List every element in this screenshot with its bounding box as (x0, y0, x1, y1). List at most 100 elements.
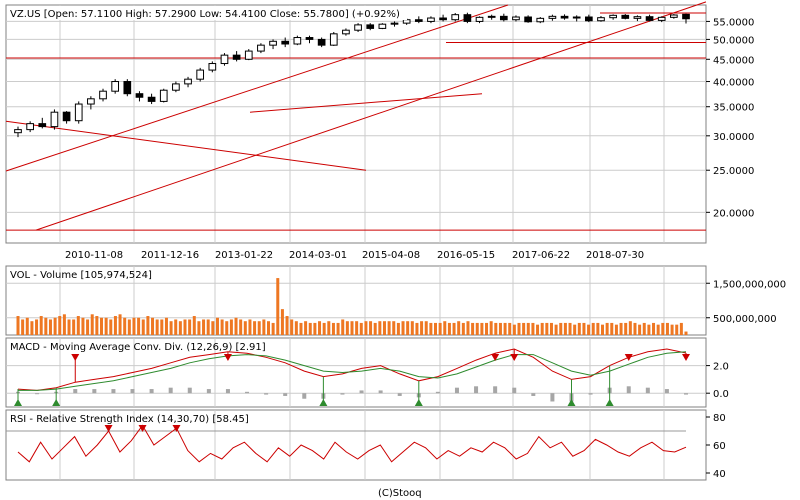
volume-bar (155, 319, 159, 335)
volume-bar (313, 322, 317, 335)
volume-bar (591, 322, 595, 335)
volume-bar (392, 321, 396, 335)
macd-histogram-bar (474, 386, 479, 394)
candle-body (50, 111, 59, 128)
macd-histogram-bar (378, 390, 383, 394)
volume-bar (642, 322, 646, 335)
volume-header: VOL - Volume [105,974,524] (10, 270, 152, 281)
candle-body (597, 17, 605, 22)
candle-body (269, 40, 277, 46)
volume-bar (563, 322, 567, 335)
rsi-overbought-arrow (138, 425, 147, 432)
volume-bar (95, 316, 99, 335)
candle-body (670, 14, 678, 18)
price-trendlines (5, 1, 707, 231)
macd-histogram-bar (73, 389, 78, 394)
candle-body (317, 38, 326, 46)
volume-bar (559, 322, 563, 335)
macd-histogram-bar (531, 393, 536, 396)
volume-bar (517, 322, 521, 335)
volume-bar (118, 314, 122, 335)
candle-body (220, 54, 229, 65)
candle-body (366, 24, 375, 29)
volume-bar (146, 316, 150, 335)
macd-histogram-bar (245, 391, 250, 394)
candle-body (378, 23, 387, 29)
macd-buy-arrow (605, 399, 614, 406)
candle-body (572, 16, 581, 19)
macd-histogram-bar (283, 393, 288, 396)
macd-histogram-bar (206, 389, 211, 394)
volume-bar (225, 321, 229, 335)
macd-lines (17, 348, 687, 391)
volume-y-tick-labels: 1,500,000,000 500,000,000 (706, 279, 786, 325)
volume-bar (434, 322, 437, 335)
macd-histogram-bar (92, 389, 97, 394)
price-x-tick-label: 2014-03-01 (289, 250, 347, 261)
volume-bar (387, 321, 391, 335)
rsi-panel: 80 60 40 RSI - Relative Strength Index (14… (5, 409, 726, 481)
volume-bar (670, 324, 674, 335)
volume-bar (679, 322, 683, 335)
price-x-tick-label: 2018-07-30 (586, 250, 644, 261)
volume-bar (257, 321, 261, 335)
volume-bar (21, 319, 25, 335)
volume-bar (58, 316, 62, 335)
volume-bar (327, 321, 331, 335)
macd-sell-arrow (624, 354, 633, 361)
macd-histogram-bar (187, 387, 192, 394)
macd-buy-arrow (414, 399, 423, 406)
candle-body (487, 15, 496, 18)
volume-bar (62, 314, 66, 335)
candle-body (257, 44, 265, 52)
price-header: VZ.US [Open: 57.1100 High: 57.2900 Low: … (10, 9, 400, 20)
volume-bar (452, 322, 456, 335)
volume-bar (480, 322, 484, 335)
candle-body (560, 15, 569, 19)
candle-body (123, 81, 132, 95)
volume-bar (276, 278, 280, 335)
candle-body (196, 69, 205, 80)
candle-body (633, 16, 642, 19)
volume-y-tick-label: 1,500,000,000 (713, 279, 786, 290)
candle-body (62, 111, 71, 122)
volume-bar (197, 321, 201, 335)
candle-body (427, 17, 435, 22)
volume-bar (587, 324, 591, 335)
volume-bar (378, 321, 382, 335)
rsi-overbought-arrow (104, 425, 113, 432)
candle-body (329, 33, 338, 46)
macd-buy-arrow (14, 399, 22, 406)
volume-bar (299, 322, 303, 335)
volume-bar (188, 319, 192, 335)
candle-body (208, 63, 217, 71)
price-x-tick-label: 2013-01-22 (215, 250, 273, 261)
macd-histogram-bar (664, 389, 669, 394)
price-y-tick-label: 30.0000 (713, 132, 754, 143)
macd-y-tick-label: 2.0 (713, 362, 729, 373)
volume-bar (350, 321, 354, 335)
macd-histogram-bar (454, 387, 459, 394)
volume-bar (624, 322, 628, 335)
candle-body (536, 17, 545, 23)
volume-bar (25, 317, 29, 335)
volume-bar (596, 322, 600, 335)
macd-histogram-bar (130, 389, 135, 394)
volume-bar (164, 317, 168, 335)
candle-body (548, 15, 557, 19)
volume-bar (174, 319, 178, 335)
price-y-tick-label: 20.0000 (713, 208, 754, 219)
candle-body (244, 50, 253, 60)
macd-histogram-bar (512, 387, 517, 394)
macd-histogram-bar (168, 387, 173, 394)
candle-body (74, 103, 83, 122)
candle-body (524, 16, 532, 23)
price-trendline (35, 1, 707, 231)
volume-bar (39, 316, 43, 335)
volume-bar (410, 321, 414, 335)
rsi-grid (6, 410, 686, 480)
rsi-series-line (17, 424, 687, 463)
volume-bar (341, 319, 345, 335)
macd-histogram-bar (149, 389, 154, 394)
volume-bar (406, 321, 410, 335)
